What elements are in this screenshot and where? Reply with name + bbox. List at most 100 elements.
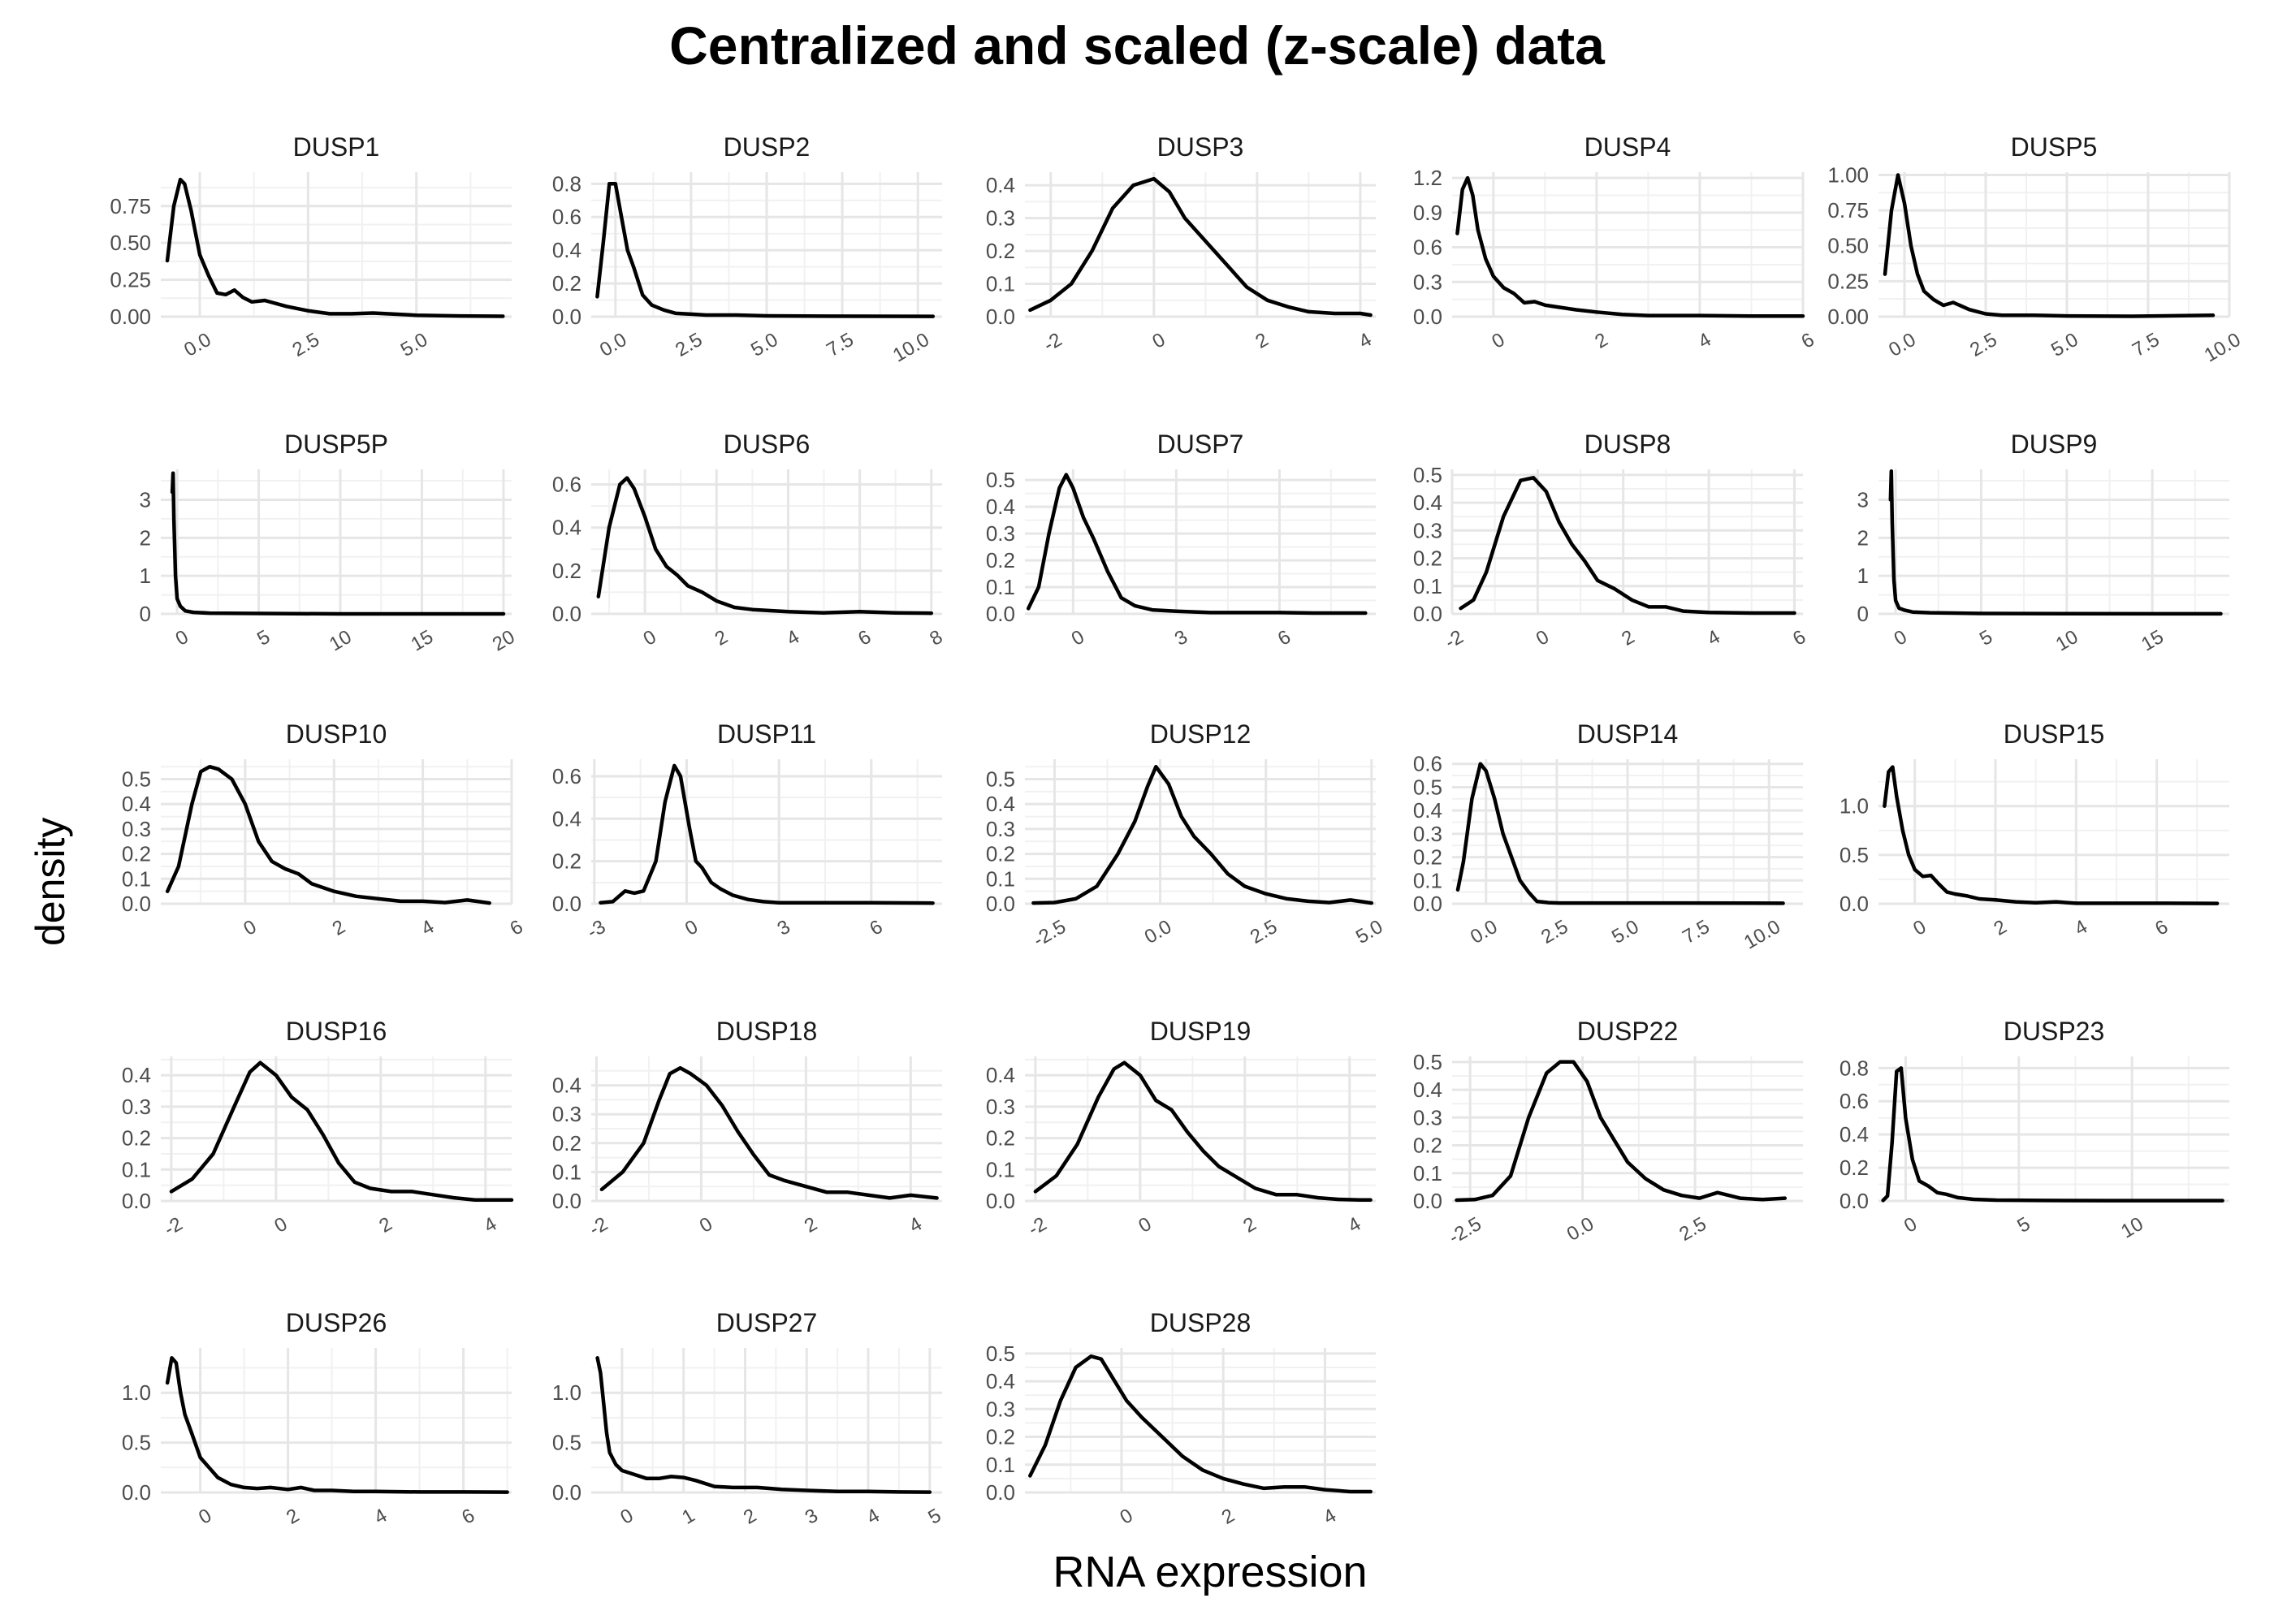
panel-dusp18-x-tick-label: 2 [801, 1213, 821, 1237]
panel-dusp27-x-tick-label: 1 [678, 1505, 698, 1529]
panel-dusp7-x-tick-label: 3 [1171, 626, 1191, 650]
panel-dusp2-y-tick-label: 0.6 [552, 205, 581, 229]
panel-dusp8-y-tick-label: 0.1 [1413, 574, 1442, 598]
panel-dusp23-x-tick-label: 10 [2117, 1213, 2147, 1243]
panel-dusp26-y-tick-label: 1.0 [122, 1380, 151, 1405]
panel-dusp15-x-tick-label: 4 [2071, 916, 2091, 940]
panel-dusp3: -2 0 2 4 0.0 0.1 0.2 0.3 0.4 DUSP3 [986, 132, 1376, 356]
panel-dusp19-x-tick-label: 2 [1239, 1213, 1260, 1237]
panel-dusp22-x-tick-label: 0.0 [1563, 1213, 1597, 1246]
panel-dusp7-y-tick-label: 0.1 [986, 575, 1015, 599]
panel-dusp26-title: DUSP26 [286, 1308, 387, 1337]
panel-dusp23-density-line [1881, 1066, 2224, 1203]
panel-dusp16-y-tick-label: 0.3 [122, 1095, 151, 1119]
panel-dusp5p-x-tick-label: 5 [253, 626, 274, 650]
panel-dusp9-x-tick-label: 5 [1976, 626, 1996, 650]
panel-dusp5p-x-tick-label: 10 [326, 626, 356, 656]
panel-dusp4-x-tick-label: 4 [1694, 329, 1714, 353]
panel-dusp26-y-tick-label: 0.0 [122, 1480, 151, 1505]
panel-dusp1-x-tick-label: 2.5 [289, 329, 323, 361]
panel-dusp18-y-tick-label: 0.4 [552, 1073, 581, 1098]
panel-dusp14-y-tick-label: 0.0 [1413, 892, 1442, 916]
panel-dusp4-y-tick-label: 0.9 [1413, 201, 1442, 225]
panel-dusp12-density-line [1031, 764, 1374, 905]
panel-dusp19-x-tick-label: 0 [1135, 1213, 1155, 1237]
panel-dusp16-x-tick-label: 0 [270, 1213, 291, 1237]
panel-dusp18-density-line [599, 1065, 939, 1200]
panel-dusp18-x-tick-label: 0 [696, 1213, 716, 1237]
panel-dusp6-x-tick-label: 4 [783, 626, 803, 650]
panel-dusp11-title: DUSP11 [717, 719, 816, 749]
panel-dusp28-x-tick-label: 0 [1116, 1505, 1136, 1529]
panel-dusp12-y-tick-label: 0.2 [986, 842, 1015, 866]
panel-dusp27-x-tick-label: 5 [924, 1505, 945, 1529]
panel-dusp5p-x-tick-label: 0 [172, 626, 192, 650]
panel-dusp19: -2 0 2 4 0.0 0.1 0.2 0.3 0.4 DUSP19 [986, 1017, 1376, 1241]
panel-dusp7-y-tick-label: 0.4 [986, 495, 1015, 519]
panel-dusp8-density-line [1459, 476, 1796, 615]
x-axis-title: RNA expression [1053, 1548, 1368, 1596]
panel-dusp7-y-tick-label: 0.0 [986, 602, 1015, 626]
panel-dusp14-title: DUSP14 [1577, 719, 1679, 749]
panel-dusp2-title: DUSP2 [724, 132, 811, 162]
panel-dusp9: 0 5 10 15 0 1 2 3 DUSP9 [1857, 430, 2229, 656]
panel-dusp15-density-line [1883, 765, 2220, 905]
panel-dusp4-title: DUSP4 [1584, 132, 1671, 162]
panel-dusp11-y-tick-label: 0.4 [552, 806, 581, 831]
panel-dusp2-y-tick-label: 0.0 [552, 304, 581, 329]
panel-dusp23: 0 5 10 0.0 0.2 0.4 0.6 0.8 DUSP23 [1840, 1017, 2229, 1243]
panel-dusp14-y-tick-label: 0.6 [1413, 752, 1442, 776]
panel-dusp12-y-tick-label: 0.0 [986, 892, 1015, 916]
panel-dusp11-x-tick-label: 3 [774, 916, 794, 940]
panel-dusp28-y-tick-label: 0.4 [986, 1369, 1015, 1393]
panel-dusp27-x-tick-label: 4 [863, 1505, 884, 1529]
panel-dusp9-y-tick-label: 1 [1857, 564, 1869, 588]
panel-dusp6-x-tick-label: 8 [926, 626, 946, 650]
panel-dusp1-y-tick-label: 0.75 [110, 194, 151, 218]
chart-title: Centralized and scaled (z-scale) data [669, 15, 1605, 76]
panel-dusp23-x-tick-label: 0 [1900, 1213, 1921, 1237]
panel-dusp26-y-tick-label: 0.5 [122, 1431, 151, 1455]
panel-dusp1-y-tick-label: 0.00 [110, 304, 151, 329]
panel-dusp10-y-tick-label: 0.1 [122, 866, 151, 891]
panel-dusp12-x-tick-label: -2.5 [1030, 916, 1070, 952]
panel-dusp5-y-tick-label: 0.25 [1827, 269, 1869, 293]
panel-dusp10-y-tick-label: 0.5 [122, 767, 151, 792]
panel-dusp18-y-tick-label: 0.0 [552, 1189, 581, 1213]
panel-dusp12-x-tick-label: 0.0 [1141, 916, 1175, 948]
panel-dusp12-x-tick-label: 2.5 [1247, 916, 1281, 948]
panel-dusp28-x-tick-label: 2 [1218, 1505, 1239, 1529]
panel-dusp12-y-tick-label: 0.4 [986, 792, 1015, 816]
panel-dusp15-x-tick-label: 0 [1909, 916, 1930, 940]
panel-dusp18-y-tick-label: 0.3 [552, 1102, 581, 1126]
panel-dusp15-x-tick-label: 6 [2151, 916, 2172, 940]
panel-dusp2-x-tick-label: 7.5 [823, 329, 857, 361]
panel-dusp3-density-line [1028, 176, 1373, 317]
panel-dusp14-y-tick-label: 0.2 [1413, 845, 1442, 870]
panel-dusp6-y-tick-label: 0.6 [552, 473, 581, 497]
panel-dusp10: 0 2 4 6 0.00.10.20.30.40.5 DUSP10 [122, 719, 527, 940]
panel-dusp8-title: DUSP8 [1584, 430, 1671, 459]
panel-dusp28-title: DUSP28 [1150, 1308, 1252, 1337]
panel-dusp15-x-tick-label: 2 [1991, 916, 2011, 940]
panel-dusp6: 0 2 4 6 8 0.0 0.2 0.4 0.6 DUSP6 [552, 430, 947, 650]
panel-dusp18-x-tick-label: 4 [906, 1213, 926, 1237]
panel-dusp1-y-tick-label: 0.25 [110, 268, 151, 292]
panel-dusp2-y-tick-label: 0.8 [552, 171, 581, 196]
panel-dusp11-x-tick-label: 6 [866, 916, 886, 940]
panel-dusp23-x-tick-label: 5 [2013, 1213, 2034, 1237]
panel-dusp5-y-tick-label: 1.00 [1827, 162, 1869, 187]
panel-dusp10-density-line [165, 764, 491, 905]
panel-dusp5p: 0 5 10 15 20 0 1 2 3 DUSP5P [140, 430, 519, 656]
panel-dusp5p-y-tick-label: 3 [140, 487, 151, 512]
panel-dusp5p-x-tick-label: 15 [407, 626, 437, 656]
panel-dusp5-x-tick-label: 2.5 [1966, 329, 2000, 361]
panel-dusp16-density-line [169, 1060, 514, 1203]
panel-dusp15-y-tick-label: 0.0 [1840, 892, 1869, 916]
panel-dusp19-y-tick-label: 0.2 [986, 1126, 1015, 1151]
panel-dusp16-title: DUSP16 [286, 1017, 387, 1046]
panel-dusp7-y-tick-label: 0.2 [986, 548, 1015, 572]
panel-dusp28-y-tick-label: 0.5 [986, 1341, 1015, 1366]
